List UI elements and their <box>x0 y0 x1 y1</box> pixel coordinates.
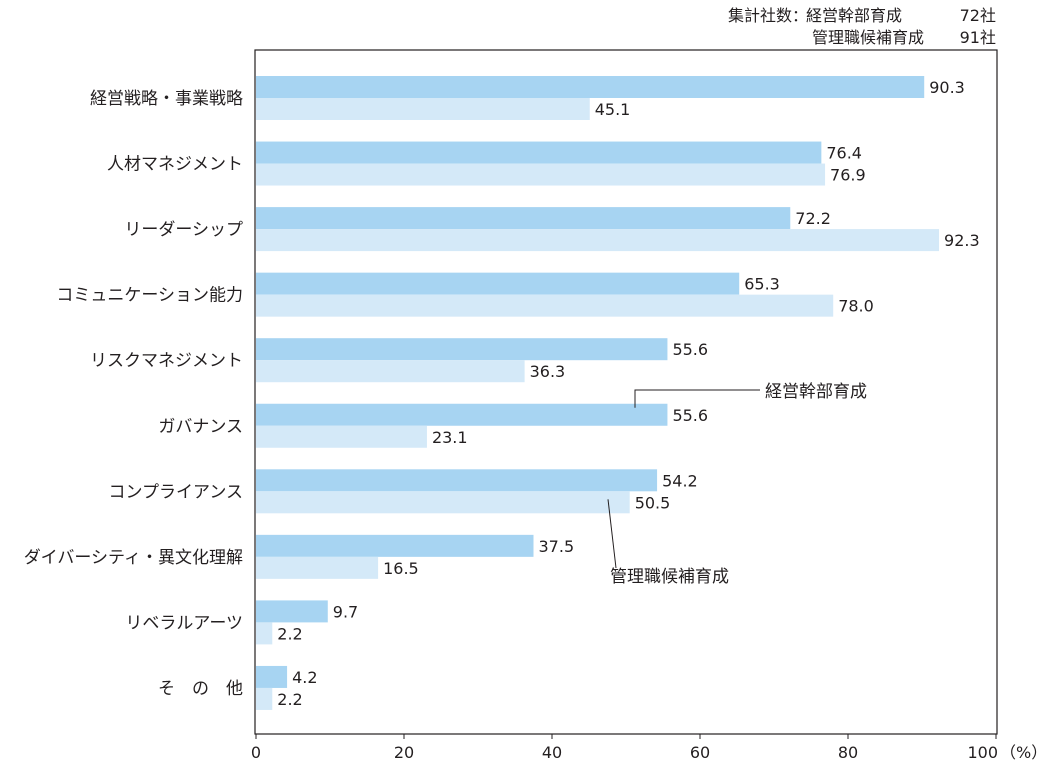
category-label: リスクマネジメント <box>90 351 243 371</box>
data-label: 92.3 <box>944 231 980 250</box>
x-tick-label: 20 <box>394 743 414 762</box>
data-label: 50.5 <box>635 493 671 512</box>
legend-exec-count: 72社 <box>959 6 996 25</box>
category-label: 人材マネジメント <box>107 155 243 175</box>
data-label: 9.7 <box>333 602 358 621</box>
category-label: リーダーシップ <box>124 220 243 240</box>
bar-exec <box>256 272 740 295</box>
bar-mgr <box>256 229 940 252</box>
bar-mgr <box>256 360 525 383</box>
plot-frame <box>254 49 998 735</box>
data-label: 2.2 <box>277 624 302 643</box>
bar-exec <box>256 141 822 164</box>
x-tick-label: 40 <box>542 743 562 762</box>
data-label: 54.2 <box>662 471 698 490</box>
data-label: 90.3 <box>929 78 965 97</box>
bar-mgr <box>256 556 379 579</box>
bar-mgr <box>256 98 590 120</box>
data-label: 36.3 <box>530 362 566 381</box>
category-label: 経営戦略・事業戦略 <box>90 89 243 109</box>
bar-mgr <box>256 687 273 710</box>
x-unit-label: （%） <box>1000 743 1047 762</box>
data-label: 45.1 <box>595 100 631 119</box>
bar-exec <box>256 469 658 492</box>
data-label: 2.2 <box>277 690 302 709</box>
category-label: ガバナンス <box>158 417 243 437</box>
x-tick-label: 80 <box>838 743 858 762</box>
data-label: 72.2 <box>795 209 831 228</box>
bar-exec <box>256 600 328 623</box>
callout-line-mgr <box>607 499 617 569</box>
bar-mgr <box>256 622 273 645</box>
bar-mgr <box>256 163 826 186</box>
category-label: リベラルアーツ <box>125 613 243 633</box>
x-tick-label: 100 <box>967 743 998 762</box>
bar-mgr <box>256 425 427 448</box>
x-tick-label: 60 <box>690 743 710 762</box>
data-label: 16.5 <box>383 559 419 578</box>
bar-mgr <box>256 294 834 317</box>
category-label: コミュニケーション能力 <box>56 286 243 306</box>
callout-exec: 経営幹部育成 <box>765 381 867 402</box>
x-tick-label: 0 <box>251 743 261 762</box>
data-label: 55.6 <box>672 406 708 425</box>
category-label: コンプライアンス <box>109 482 243 502</box>
bar-mgr <box>256 491 630 514</box>
bar-exec <box>256 665 288 688</box>
legend-row-exec: 集計社数： 経営幹部育成 72社 <box>700 2 1000 25</box>
callout-line-exec <box>634 389 760 408</box>
bar-exec <box>256 207 791 230</box>
callout-mgr: 管理職候補育成 <box>610 567 729 587</box>
data-label: 65.3 <box>744 275 780 294</box>
data-label: 78.0 <box>838 297 874 316</box>
bar-exec <box>256 338 668 361</box>
legend-mgr-label: 管理職候補育成 <box>811 28 924 47</box>
legend-prefix: 集計社数： <box>727 6 808 25</box>
data-label: 23.1 <box>432 428 468 447</box>
bar-exec <box>256 76 925 98</box>
data-label: 55.6 <box>672 340 708 359</box>
data-label: 4.2 <box>292 668 317 687</box>
legend-mgr-count: 91社 <box>959 28 996 47</box>
bar-exec <box>256 534 534 557</box>
data-label: 76.4 <box>826 144 862 163</box>
data-label: 76.9 <box>830 166 866 185</box>
category-label: ダイバーシティ・異文化理解 <box>24 548 243 568</box>
data-label: 37.5 <box>539 537 575 556</box>
legend-exec-label: 経営幹部育成 <box>806 6 903 25</box>
category-label: そ の 他 <box>158 679 243 699</box>
legend-row-mgr: 管理職候補育成 91社 <box>700 24 1000 47</box>
bar-exec <box>256 403 668 426</box>
